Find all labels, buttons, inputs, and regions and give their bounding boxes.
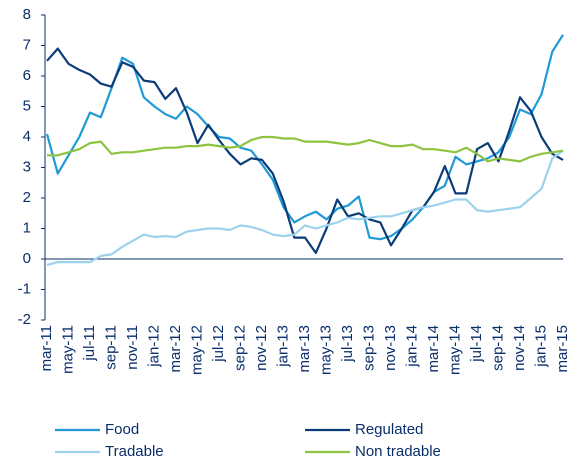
- x-tick-label: nov-13: [382, 325, 399, 371]
- x-tick-label: nov-14: [511, 325, 528, 371]
- x-tick-label: jul-14: [468, 325, 485, 363]
- x-tick-label: sep-12: [231, 325, 248, 371]
- series-line: [47, 135, 564, 163]
- x-tick-label: sep-11: [102, 325, 119, 370]
- y-tick-label: -1: [18, 280, 31, 297]
- x-tick-label: jan-15: [532, 325, 549, 368]
- x-tick-label: mar-11: [38, 325, 55, 371]
- y-tick-label: 6: [23, 67, 31, 84]
- y-tick-label: 8: [23, 6, 31, 23]
- legend-label: Food: [105, 421, 139, 438]
- y-tick-label: 1: [23, 219, 31, 236]
- x-tick-label: may-12: [188, 325, 205, 375]
- x-tick-label: may-14: [446, 325, 463, 375]
- x-tick-label: jan-14: [403, 325, 420, 368]
- y-tick-label: 0: [23, 250, 31, 267]
- series-line: [46, 47, 564, 254]
- x-tick-label: nov-11: [124, 325, 141, 370]
- x-tick-label: mar-14: [425, 325, 442, 373]
- x-tick-label: jul-11: [81, 325, 98, 362]
- x-tick-label: nov-12: [253, 325, 270, 371]
- x-tick-label: may-13: [317, 325, 334, 375]
- y-tick-label: 7: [23, 36, 31, 53]
- x-tick-label: jul-12: [210, 325, 227, 363]
- y-tick-label: -2: [18, 311, 31, 328]
- y-tick-label: 2: [23, 189, 31, 206]
- x-tick-label: mar-13: [296, 325, 313, 373]
- legend-label: Non tradable: [355, 443, 441, 460]
- y-tick-label: 5: [23, 97, 31, 114]
- x-tick-label: jan-12: [145, 325, 162, 368]
- x-tick-label: mar-12: [167, 325, 184, 373]
- legend-label: Tradable: [105, 443, 164, 460]
- x-tick-label: jul-13: [339, 325, 356, 363]
- y-tick-label: 4: [23, 128, 31, 145]
- series-line: [45, 34, 564, 241]
- x-tick-label: may-11: [59, 325, 76, 374]
- x-tick-label: mar-15: [554, 325, 571, 373]
- x-tick-label: sep-14: [489, 325, 506, 371]
- x-tick-label: sep-13: [360, 325, 377, 371]
- x-tick-label: jan-13: [274, 325, 291, 368]
- legend-label: Regulated: [355, 421, 423, 438]
- series-line: [46, 149, 564, 267]
- y-tick-label: 3: [23, 158, 31, 175]
